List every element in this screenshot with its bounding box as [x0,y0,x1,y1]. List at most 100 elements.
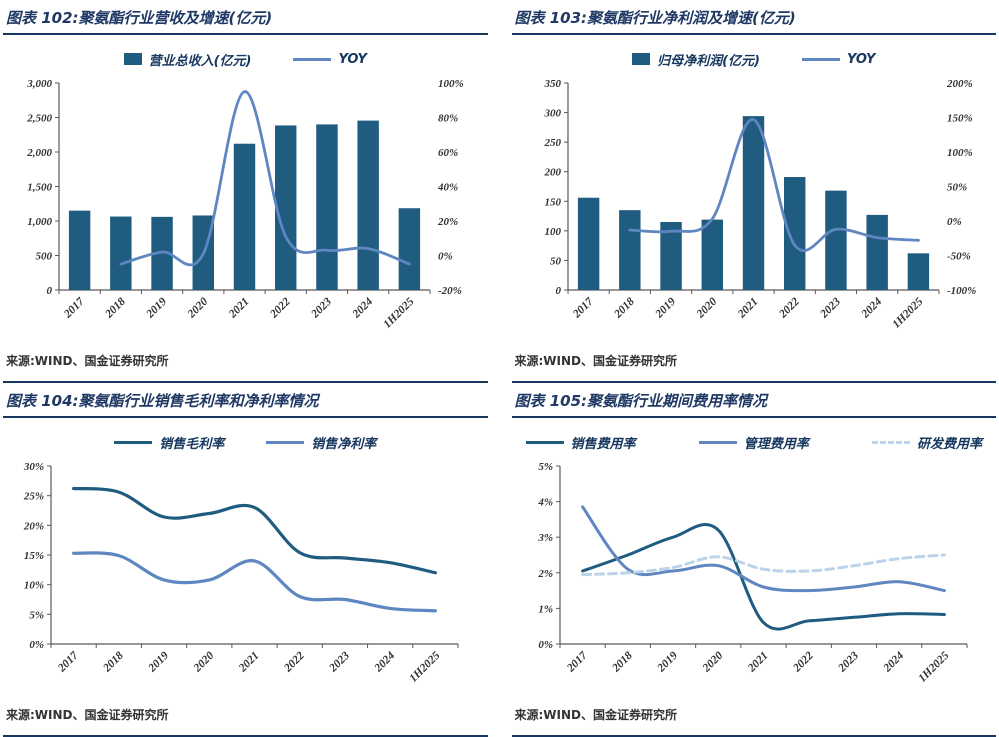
legend-swatch-line [801,57,840,61]
svg-text:150%: 150% [947,113,973,125]
svg-text:30%: 30% [23,461,44,473]
panel-title-105: 图表 105:聚氨酯行业期间费用率情况 [511,383,996,418]
series-line [580,553,946,577]
chart-canvas-102: 0 500 1,000 1,500 2,000 2,500 3,000 -20% 0% 20% 40… [3,73,488,346]
legend-swatch-line [698,440,737,444]
panel-chart-105: 图表 105:聚氨酯行业期间费用率情况 销售费用率 管理费用率 研发费用率 0% 1%… [511,383,997,737]
legend-swatch-line [525,440,564,444]
panel-title-104: 图表 104:聚氨酯行业销售毛利率和净利率情况 [3,383,488,418]
svg-text:2,500: 2,500 [26,113,52,125]
svg-text:2024: 2024 [858,295,884,321]
legend-label: 营业总收入(亿元) [148,53,252,69]
legend-swatch-line [871,440,910,444]
svg-text:1,500: 1,500 [27,182,52,194]
svg-text:1,000: 1,000 [27,216,52,228]
svg-text:2017: 2017 [61,295,87,321]
svg-text:50%: 50% [947,182,967,194]
svg-text:80%: 80% [438,113,458,125]
chart-area-105: 销售费用率 管理费用率 研发费用率 0% 1% 2% 3% 4% 5% 2017 2018 2019… [512,418,997,700]
svg-text:3,000: 3,000 [26,78,52,90]
chart-svg: 0 500 1,000 1,500 2,000 2,500 3,000 -20% 0% 20% 40… [26,78,463,331]
bar [233,143,256,290]
bar [357,120,379,290]
svg-text:1%: 1% [538,603,553,615]
legend-item: 销售毛利率 [114,433,224,452]
svg-text:2019: 2019 [146,649,172,675]
svg-text:-100%: -100% [947,285,976,297]
svg-text:2020: 2020 [693,295,719,321]
bar [742,116,764,290]
chart-svg: 0% 5% 10% 15% 20% 25% 30% 2017 2018 2019 2020 2021 2… [23,461,459,685]
legend-label: YOY [338,51,367,67]
legend-item: 营业总收入(亿元) [123,50,252,69]
chart-area-104: 销售毛利率 销售净利率 0% 5% 10% 15% 20% 25% 30% 2017 2018 20… [3,418,488,700]
svg-text:2022: 2022 [281,649,307,675]
svg-text:2017: 2017 [564,649,590,675]
svg-text:3%: 3% [537,532,553,544]
svg-text:2023: 2023 [327,649,353,675]
legend-item: 研发费用率 [871,433,982,452]
svg-text:50: 50 [550,255,562,267]
chart-svg: 0 50 100 150 200 250 300 350 -100% -50% 0% 50% 100% 1… [543,78,976,331]
svg-text:2018: 2018 [102,295,128,321]
svg-text:15%: 15% [24,550,44,562]
chart-canvas-104: 0% 5% 10% 15% 20% 25% 30% 2017 2018 2019 2020 2021 2… [3,456,488,700]
svg-text:1H2025: 1H2025 [407,649,442,684]
bar [824,190,847,290]
svg-text:40%: 40% [437,182,458,194]
bar [577,197,599,290]
svg-text:2021: 2021 [226,296,251,321]
svg-text:100: 100 [544,226,561,238]
svg-text:0%: 0% [538,639,553,651]
svg-text:0: 0 [555,285,561,297]
legend-label: 归母净利润(亿元) [657,53,760,69]
svg-text:300: 300 [543,108,561,120]
svg-text:-20%: -20% [438,285,462,297]
legend-item: YOY [293,51,367,67]
svg-text:2019: 2019 [652,295,678,321]
svg-text:1H2025: 1H2025 [916,649,951,684]
series-line [119,90,411,267]
svg-text:60%: 60% [438,147,458,159]
svg-text:2024: 2024 [372,649,398,675]
svg-text:2017: 2017 [55,649,81,675]
panel-chart-103: 图表 103:聚氨酯行业净利润及增速(亿元) 归母净利润(亿元) YOY 0 50 1… [511,0,997,383]
chart-legend-105: 销售费用率 管理费用率 研发费用率 [512,428,997,456]
svg-text:2022: 2022 [267,295,293,321]
bar [865,214,888,290]
svg-text:2021: 2021 [236,650,261,675]
legend-item: 归母净利润(亿元) [632,50,760,69]
bar [275,125,297,290]
svg-text:100%: 100% [947,147,973,159]
svg-text:250: 250 [543,137,561,149]
svg-text:20%: 20% [23,520,44,532]
svg-text:10%: 10% [24,580,44,592]
panel-title-103: 图表 103:聚氨酯行业净利润及增速(亿元) [511,0,996,35]
bar [68,210,91,290]
bar [398,208,421,290]
legend-swatch-bar [123,53,142,65]
legend-item: YOY [801,52,875,67]
svg-text:2%: 2% [537,568,553,580]
legend-item: 销售费用率 [525,433,636,452]
legend-label: 管理费用率 [743,436,809,452]
svg-text:200: 200 [543,167,561,179]
chart-canvas-105: 0% 1% 2% 3% 4% 5% 2017 2018 2019 2020 2021 2022 2023… [512,456,997,700]
bar [618,210,641,290]
svg-text:5%: 5% [29,609,44,621]
svg-text:1H2025: 1H2025 [890,295,925,330]
svg-text:350: 350 [543,78,561,90]
chart-legend-102: 营业总收入(亿元) YOY [3,45,488,73]
chart-legend-103: 归母净利润(亿元) YOY [512,45,997,73]
series-line [72,486,437,575]
source-note-105: 来源:WIND、国金证券研究所 [514,708,678,722]
chart-legend-104: 销售毛利率 销售净利率 [3,428,488,456]
svg-text:4%: 4% [537,497,553,509]
svg-text:2018: 2018 [100,649,126,675]
chart-area-103: 归母净利润(亿元) YOY 0 50 100 150 200 250 300 350 -100% -… [512,35,997,346]
source-note-103: 来源:WIND、国金证券研究所 [514,354,678,368]
svg-text:2023: 2023 [817,295,843,321]
svg-text:2020: 2020 [185,295,211,321]
source-note-104: 来源:WIND、国金证券研究所 [6,708,169,722]
